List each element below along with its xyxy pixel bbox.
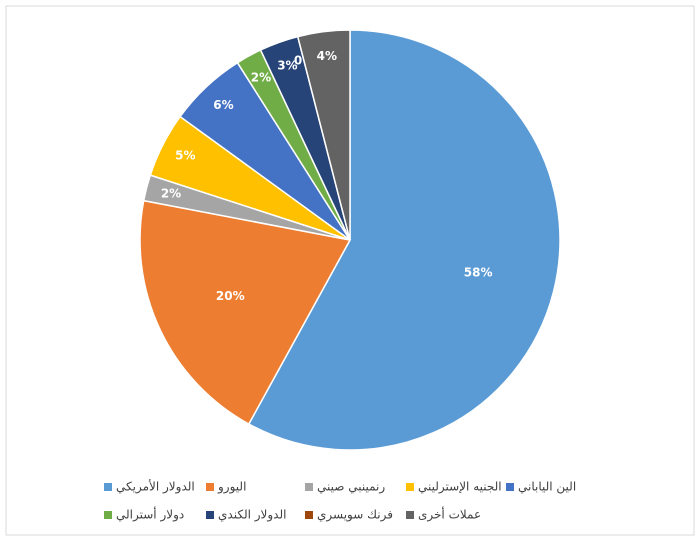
legend-swatch [104,483,112,491]
pie-slice [296,29,351,241]
data-label: 58% [464,265,493,279]
legend-swatch [406,483,414,491]
pie-slice [139,199,352,426]
legend-label: فرنك سويسري [317,508,393,523]
data-label: 3% [277,59,297,73]
legend-label: الين الياباني [518,480,576,495]
legend-swatch [206,483,214,491]
legend-swatch [104,511,112,519]
legend-label: الدولار الكندي [218,508,286,523]
data-label: 2% [251,71,271,85]
legend-label: رنمينبي صيني [317,480,385,495]
data-label: 20% [216,289,245,303]
data-label: 2% [161,187,181,201]
legend-swatch [206,511,214,519]
legend-label: عملات أخرى [418,507,481,523]
legend-label: اليورو [217,480,246,495]
legend-label: الجنيه الإسترليني [418,480,502,495]
data-label: 4% [317,49,337,63]
legend-swatch [506,483,514,491]
legend-swatch [305,511,313,519]
data-label: 5% [175,149,195,163]
legend-label: دولار أسترالي [116,507,184,523]
legend-label: الدولار الأمريكي [116,479,195,495]
data-label: 6% [213,98,233,112]
legend-swatch [305,483,313,491]
pie-slice [247,29,561,451]
legend-swatch [406,511,414,519]
